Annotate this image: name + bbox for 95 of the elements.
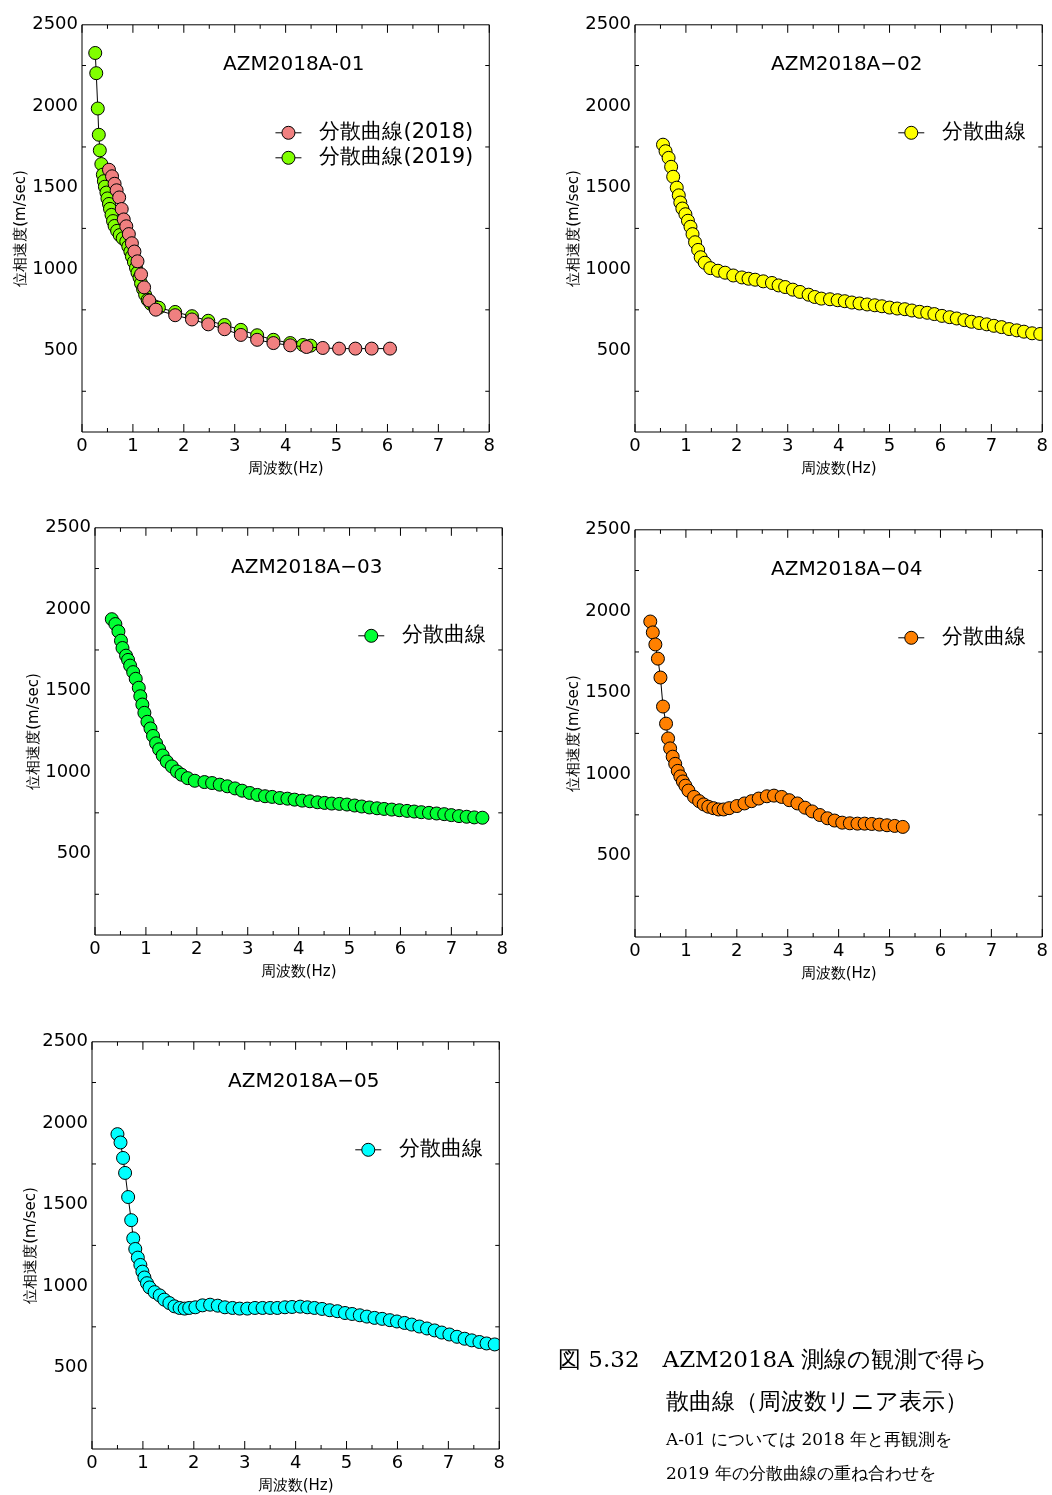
legend-label: 分散曲線(2018) <box>319 119 474 144</box>
x-tick-label: 8 <box>1036 434 1048 456</box>
x-tick-label: 1 <box>140 937 152 959</box>
x-tick-label: 0 <box>86 1451 98 1473</box>
y-axis-title: 位相速度(m/sec) <box>563 675 582 792</box>
x-tick-label: 6 <box>934 939 947 961</box>
y-tick-label: 1500 <box>42 1192 88 1214</box>
x-tick-label: 5 <box>343 937 356 959</box>
y-axis-title: 位相速度(m/sec) <box>23 673 42 790</box>
x-tick-label: 0 <box>629 939 641 961</box>
y-tick-label: 500 <box>56 841 91 863</box>
x-tick-label: 4 <box>292 937 305 959</box>
x-tick-label: 5 <box>340 1451 353 1473</box>
x-tick-label: 8 <box>496 937 508 959</box>
y-tick-label: 500 <box>43 338 78 360</box>
legend-label: 分散曲線 <box>402 622 487 647</box>
x-tick-label: 2 <box>731 939 743 961</box>
x-tick-label: 0 <box>76 434 88 456</box>
y-tick-label: 1000 <box>585 761 631 783</box>
x-tick-label: 3 <box>242 937 254 959</box>
y-tick-label: 2500 <box>42 1029 88 1051</box>
y-tick-label: 500 <box>596 843 631 865</box>
x-tick-label: 8 <box>1036 939 1048 961</box>
x-tick-label: 7 <box>445 937 458 959</box>
x-tick-label: 2 <box>731 434 743 456</box>
x-tick-label: 4 <box>832 434 845 456</box>
x-tick-label: 2 <box>191 937 203 959</box>
x-tick-label: 5 <box>330 434 343 456</box>
x-tick-label: 3 <box>782 434 794 456</box>
x-tick-label: 5 <box>883 434 896 456</box>
x-axis-title: 周波数(Hz) <box>260 961 337 980</box>
y-tick-label: 1500 <box>45 678 91 700</box>
x-tick-label: 7 <box>442 1451 455 1473</box>
y-tick-label: 1000 <box>42 1273 88 1295</box>
x-tick-label: 8 <box>493 1451 505 1473</box>
y-tick-label: 2500 <box>585 517 631 539</box>
x-tick-label: 4 <box>279 434 292 456</box>
x-tick-label: 4 <box>289 1451 302 1473</box>
y-axis-title: 位相速度(m/sec) <box>10 170 29 287</box>
x-tick-label: 2 <box>188 1451 200 1473</box>
y-tick-label: 2000 <box>32 93 78 115</box>
x-tick-label: 3 <box>229 434 241 456</box>
y-tick-label: 1000 <box>45 759 91 781</box>
y-tick-label: 2000 <box>585 598 631 620</box>
x-tick-label: 6 <box>394 937 407 959</box>
y-tick-label: 1500 <box>585 680 631 702</box>
text: AZM2018A−04 <box>771 556 923 580</box>
text: AZM2018A−05 <box>228 1068 380 1092</box>
legend-label: 分散曲線 <box>942 119 1027 144</box>
y-axis-title: 位相速度(m/sec) <box>563 170 582 287</box>
y-tick-label: 500 <box>53 1355 88 1377</box>
y-tick-label: 2000 <box>42 1110 88 1132</box>
y-tick-label: 2500 <box>585 12 631 34</box>
text: 散曲線（周波数リニア表示） <box>665 1387 969 1416</box>
x-tick-label: 0 <box>89 937 101 959</box>
y-tick-label: 2000 <box>585 93 631 115</box>
text: AZM2018A−03 <box>231 554 383 578</box>
x-tick-label: 6 <box>934 434 947 456</box>
x-tick-label: 7 <box>985 939 998 961</box>
x-tick-label: 6 <box>391 1451 404 1473</box>
y-tick-label: 2500 <box>32 12 78 34</box>
y-tick-label: 1500 <box>585 175 631 197</box>
x-axis-title: 周波数(Hz) <box>257 1475 334 1494</box>
x-tick-label: 1 <box>680 434 692 456</box>
x-tick-label: 2 <box>178 434 190 456</box>
text: 2019 年の分散曲線の重ね合わせを <box>665 1462 937 1485</box>
x-tick-label: 6 <box>381 434 394 456</box>
y-tick-label: 500 <box>596 338 631 360</box>
x-axis-title: 周波数(Hz) <box>247 458 324 477</box>
x-tick-label: 5 <box>883 939 896 961</box>
x-tick-label: 3 <box>782 939 794 961</box>
text: AZM2018A-01 <box>223 51 365 75</box>
legend-label: 分散曲線 <box>399 1136 484 1161</box>
legend-label: 分散曲線 <box>942 624 1027 649</box>
x-tick-label: 7 <box>432 434 445 456</box>
legend-label: 分散曲線(2019) <box>319 144 474 169</box>
x-axis-title: 周波数(Hz) <box>800 963 877 982</box>
x-tick-label: 0 <box>629 434 641 456</box>
x-tick-label: 1 <box>137 1451 149 1473</box>
x-tick-label: 8 <box>483 434 495 456</box>
text: AZM2018A−02 <box>771 51 923 75</box>
text: A-01 については 2018 年と再観測を <box>665 1428 954 1451</box>
y-tick-label: 2500 <box>45 515 91 537</box>
x-tick-label: 1 <box>680 939 692 961</box>
y-axis-title: 位相速度(m/sec) <box>20 1187 39 1304</box>
y-tick-label: 1000 <box>585 256 631 278</box>
x-tick-label: 4 <box>832 939 845 961</box>
x-tick-label: 7 <box>985 434 998 456</box>
caption: 図 5.32 AZM2018A 測線の観測で得ら <box>558 1345 990 1374</box>
y-tick-label: 2000 <box>45 596 91 618</box>
y-tick-label: 1000 <box>32 256 78 278</box>
y-tick-label: 1500 <box>32 175 78 197</box>
x-tick-label: 3 <box>239 1451 251 1473</box>
x-axis-title: 周波数(Hz) <box>800 458 877 477</box>
x-tick-label: 1 <box>127 434 139 456</box>
